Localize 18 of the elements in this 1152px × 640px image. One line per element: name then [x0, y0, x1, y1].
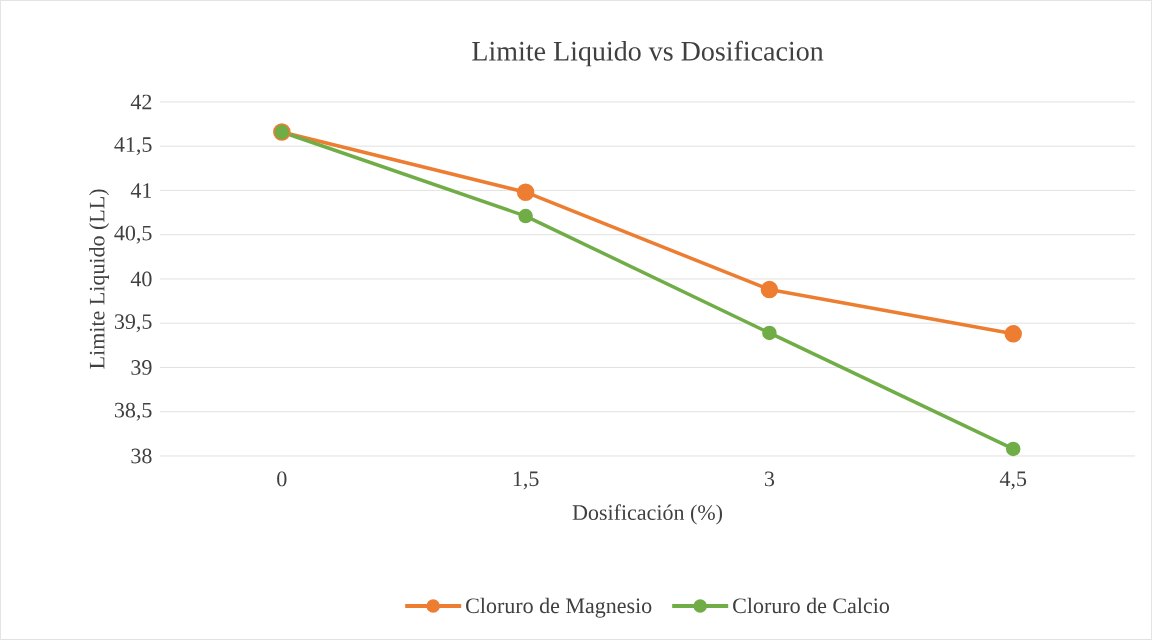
- y-tick-label: 41,5: [114, 137, 152, 156]
- y-tick-label: 39: [131, 360, 152, 375]
- y-tick-label: 42: [130, 94, 152, 110]
- y-tick-label: 38: [131, 448, 152, 464]
- x-tick-label: 3: [764, 471, 775, 487]
- x-tick-label: 1,5: [513, 471, 539, 490]
- legend-label: Cloruro de Magnesio: [466, 597, 652, 618]
- x-tick-label: 0: [277, 471, 287, 487]
- y-tick-label: 38,5: [114, 402, 152, 421]
- y-tick-label: 40,5: [114, 225, 152, 244]
- x-axis-title: Dosificación (%): [572, 504, 723, 525]
- y-tick-label: 41: [130, 183, 152, 198]
- y-tick-label: 39,5: [114, 314, 152, 333]
- y-tick-label: 40: [130, 271, 152, 287]
- chart-title: Limite Liquido vs Dosificacion: [472, 40, 824, 67]
- legend-label: Cloruro de Calcio: [733, 597, 890, 614]
- x-tick-label: 4,5: [999, 471, 1027, 490]
- y-axis-title: Limite Liquido (LL): [89, 189, 110, 369]
